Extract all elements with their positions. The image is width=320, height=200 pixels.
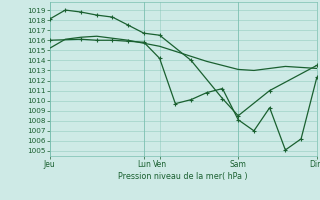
X-axis label: Pression niveau de la mer( hPa ): Pression niveau de la mer( hPa ): [118, 172, 248, 181]
